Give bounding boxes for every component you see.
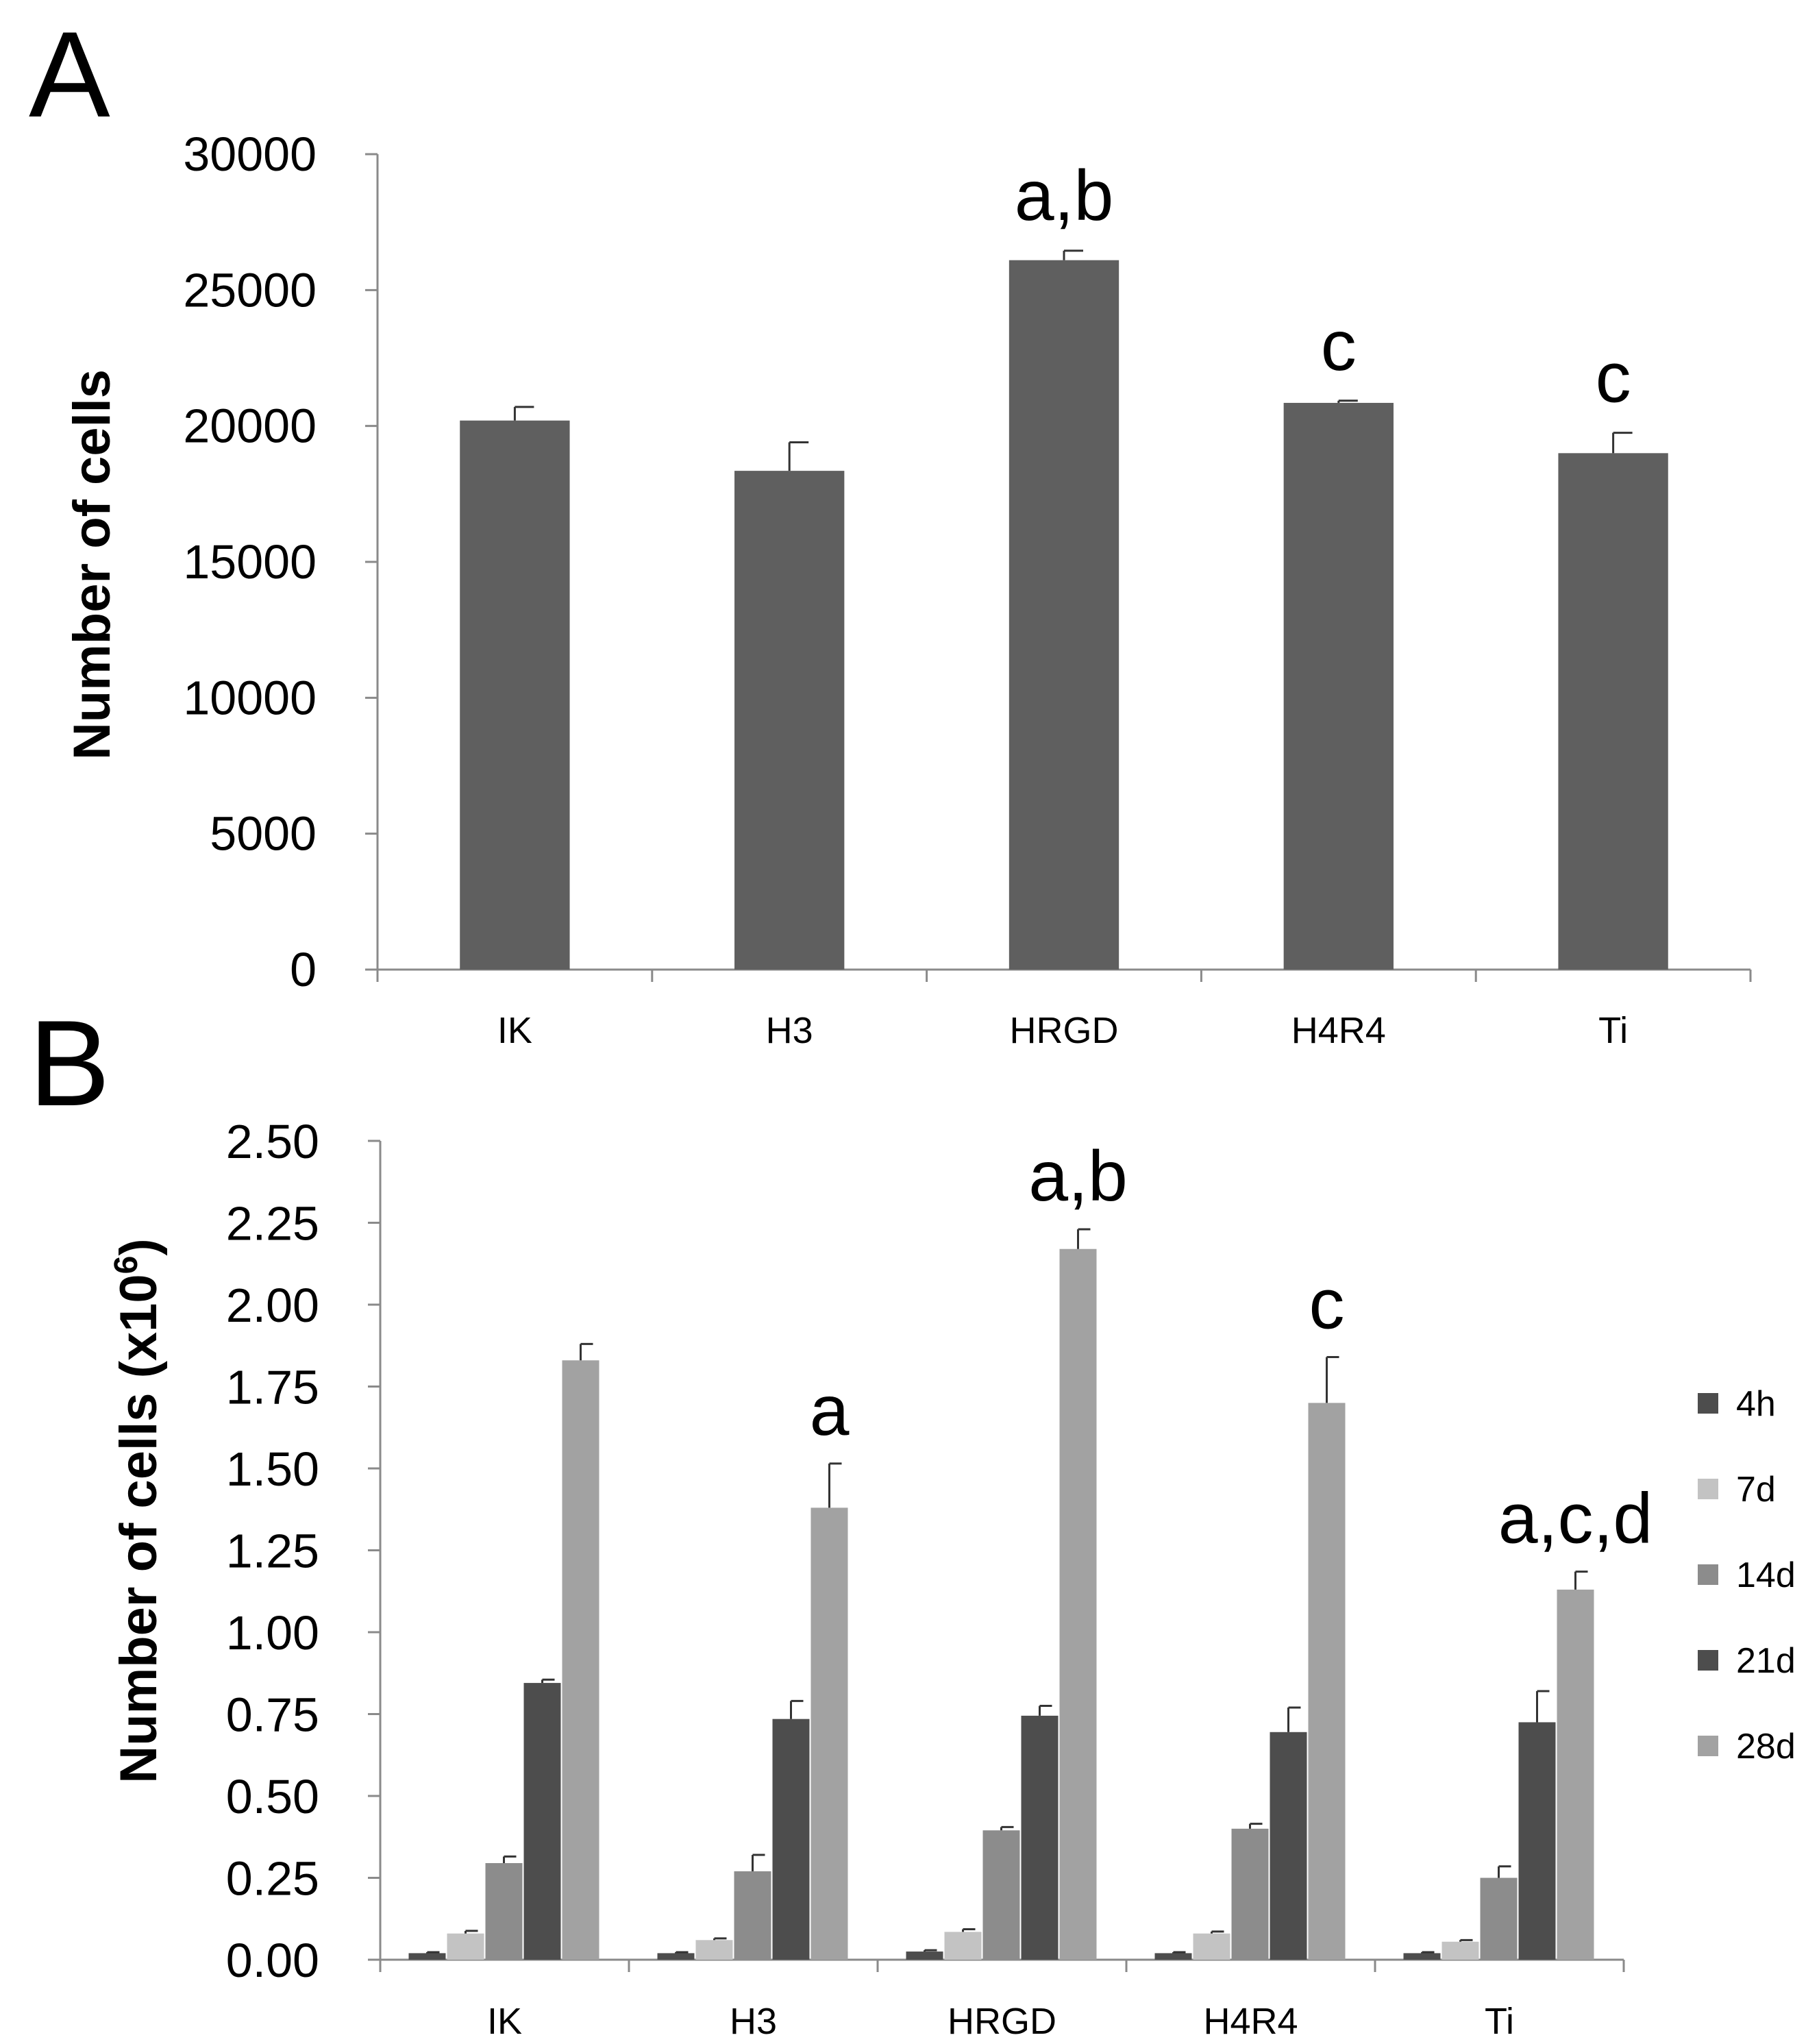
- panel-b-y-tick-label: 1.00: [226, 1606, 319, 1660]
- panel-b-bar-hrgd-7d: [944, 1932, 982, 1960]
- panel-b-bar-hrgd-14d: [982, 1830, 1020, 1960]
- panel-b-bar-ik-14d: [485, 1862, 523, 1960]
- legend-label-7d: 7d: [1736, 1470, 1776, 1510]
- panel-b-legend: 4h 7d 14d 21d 28d: [1698, 1384, 1796, 1766]
- panel-b-bar-h3-7d: [695, 1940, 733, 1960]
- panel-a-bar-ik: [460, 420, 570, 970]
- panel-b-y-axis-title: Number of cells (x106): [108, 1238, 168, 1783]
- panel-a-bar-h4r4: [1283, 402, 1394, 970]
- panel-b-bar-ik-21d: [523, 1683, 561, 1960]
- panel-b-label: B: [29, 995, 110, 1131]
- panel-b-bar-ti-4h: [1403, 1953, 1441, 1960]
- panel-b-x-label-ik: IK: [487, 2001, 522, 2042]
- panel-b-bar-ik-7d: [447, 1933, 484, 1960]
- panel-b-bar-hrgd-4h: [906, 1951, 943, 1960]
- panel-b-x-label-h3: H3: [730, 2001, 777, 2042]
- panel-b-x-label-ti: Ti: [1485, 2001, 1514, 2042]
- panel-a-y-tick-label: 25000: [183, 263, 317, 317]
- panel-b-bar-ik-28d: [562, 1360, 599, 1960]
- panel-b-y-axis-title-end: ): [110, 1238, 168, 1255]
- panel-b-y-tick-label: 2.50: [226, 1115, 319, 1168]
- panel-b-y-tick-label: 2.00: [226, 1279, 319, 1332]
- panel-b-y-tick-label: 1.50: [226, 1442, 319, 1496]
- panel-a-y-tick-label: 15000: [183, 535, 317, 589]
- panel-b-y-tick-label: 0.50: [226, 1770, 319, 1823]
- panel-b-y-tick-label: 0.00: [226, 1934, 319, 1987]
- panel-a-x-label-ik: IK: [497, 1010, 532, 1051]
- panel-b-bar-h4r4-28d: [1308, 1403, 1346, 1960]
- panel-b-bar-h4r4-4h: [1154, 1953, 1192, 1960]
- panel-b-y-tick-label: 1.25: [226, 1525, 319, 1578]
- panel-b-y-axis-title-exponent: 6: [108, 1256, 145, 1275]
- panel-b-significance-h4r4: c: [1309, 1264, 1345, 1344]
- panel-b-y-tick-label: 2.25: [226, 1197, 319, 1251]
- panel-b-y-tick-label: 0.75: [226, 1688, 319, 1742]
- panel-b-bar-h4r4-7d: [1193, 1933, 1230, 1960]
- panel-a-x-label-ti: Ti: [1598, 1010, 1628, 1051]
- panel-b-bar-h3-14d: [734, 1871, 771, 1960]
- panel-b-bar-h3-21d: [772, 1719, 810, 1960]
- panel-b: B Number of cells (x106) 0.00 0.25 0.50 0.7…: [29, 995, 1796, 2042]
- panel-a-significance-ti: c: [1596, 338, 1631, 418]
- legend-label-4h: 4h: [1736, 1384, 1776, 1424]
- panel-b-bar-ti-7d: [1441, 1941, 1479, 1960]
- legend-label-14d: 14d: [1736, 1555, 1796, 1595]
- panel-b-significance-hrgd: a,b: [1028, 1137, 1128, 1216]
- panel-b-bar-h3-4h: [657, 1953, 695, 1960]
- panel-a-bar-h3: [734, 471, 845, 970]
- panel-b-bar-h4r4-21d: [1270, 1732, 1307, 1960]
- panel-a: A Number of cells 0 5000 10000 15000 20000 25…: [29, 6, 1752, 1051]
- panel-a-bar-hrgd: [1009, 260, 1119, 970]
- panel-b-bar-ik-4h: [408, 1953, 446, 1960]
- panel-b-y-axis-title-main: Number of cells (x10: [110, 1274, 168, 1783]
- legend-swatch-21d: [1698, 1650, 1718, 1671]
- panel-b-bar-h4r4-14d: [1231, 1828, 1269, 1960]
- panel-b-y-tick-label: 1.75: [226, 1361, 319, 1414]
- panel-a-y-axis-title: Number of cells: [63, 369, 121, 760]
- legend-swatch-28d: [1698, 1736, 1718, 1756]
- panel-a-y-tick-label: 0: [290, 943, 317, 996]
- panel-a-significance-h4r4: c: [1321, 306, 1357, 386]
- panel-b-significance-ti: a,c,d: [1498, 1479, 1653, 1559]
- panel-a-label: A: [29, 6, 110, 143]
- legend-swatch-7d: [1698, 1479, 1718, 1499]
- panel-b-bar-hrgd-21d: [1021, 1715, 1059, 1960]
- legend-swatch-14d: [1698, 1564, 1718, 1585]
- panel-a-y-tick-label: 20000: [183, 399, 317, 453]
- panel-a-x-label-hrgd: HRGD: [1010, 1010, 1119, 1051]
- panel-a-x-label-h4r4: H4R4: [1291, 1010, 1386, 1051]
- panel-a-significance-hrgd: a,b: [1015, 156, 1114, 236]
- panel-b-bar-hrgd-28d: [1059, 1248, 1097, 1960]
- panel-b-significance-h3: a: [810, 1371, 850, 1451]
- panel-b-x-label-h4r4: H4R4: [1203, 2001, 1298, 2042]
- legend-label-21d: 21d: [1736, 1641, 1796, 1681]
- panel-a-x-label-h3: H3: [766, 1010, 813, 1051]
- panel-a-y-tick-label: 10000: [183, 671, 317, 724]
- panel-b-bar-ti-21d: [1518, 1722, 1556, 1960]
- panel-b-bar-ti-28d: [1557, 1589, 1594, 1960]
- panel-b-y-tick-label: 0.25: [226, 1852, 319, 1906]
- panel-a-bar-ti: [1558, 453, 1668, 970]
- legend-swatch-4h: [1698, 1393, 1718, 1414]
- panel-b-bar-ti-14d: [1480, 1877, 1518, 1960]
- panel-a-y-tick-label: 5000: [210, 807, 317, 861]
- panel-a-y-tick-label: 30000: [183, 127, 317, 181]
- legend-label-28d: 28d: [1736, 1727, 1796, 1766]
- panel-b-bar-h3-28d: [810, 1507, 848, 1960]
- panel-b-x-label-hrgd: HRGD: [948, 2001, 1056, 2042]
